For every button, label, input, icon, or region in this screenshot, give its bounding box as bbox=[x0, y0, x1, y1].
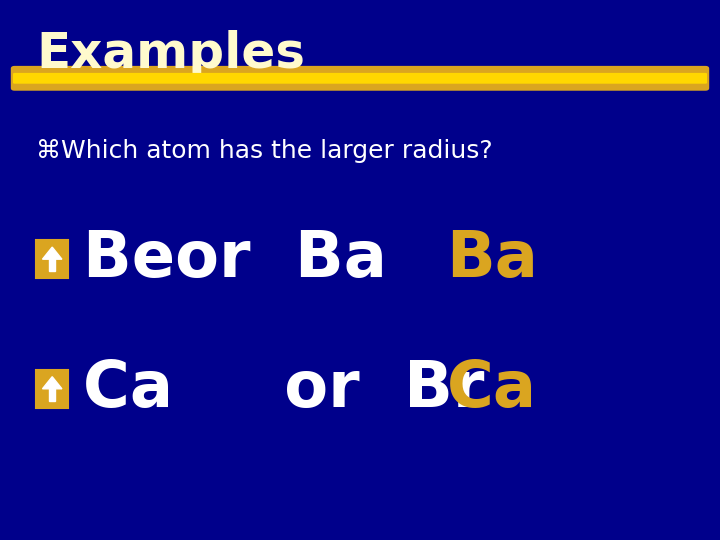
FancyBboxPatch shape bbox=[36, 370, 68, 408]
Text: Beor  Ba: Beor Ba bbox=[83, 228, 387, 290]
FancyBboxPatch shape bbox=[11, 66, 709, 91]
Text: Examples: Examples bbox=[36, 30, 305, 78]
Text: ⌘Which atom has the larger radius?: ⌘Which atom has the larger radius? bbox=[36, 139, 492, 163]
Polygon shape bbox=[49, 388, 55, 401]
Polygon shape bbox=[42, 377, 62, 389]
Polygon shape bbox=[49, 259, 55, 271]
Text: Ba: Ba bbox=[446, 228, 539, 290]
FancyBboxPatch shape bbox=[36, 240, 68, 278]
Polygon shape bbox=[42, 247, 62, 259]
Text: Ca     or  Br: Ca or Br bbox=[83, 358, 484, 420]
FancyBboxPatch shape bbox=[13, 73, 707, 84]
Text: Ca: Ca bbox=[446, 358, 536, 420]
